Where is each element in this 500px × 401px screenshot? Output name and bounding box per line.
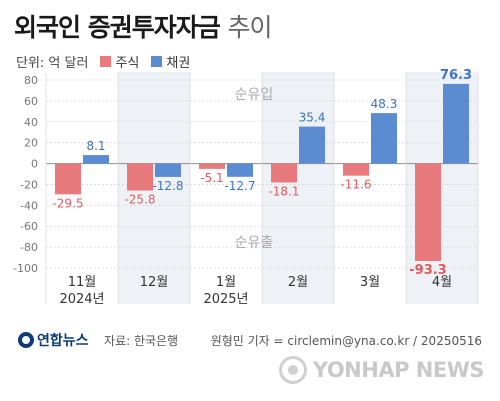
footer: 연합뉴스 자료: 한국은행 원형민 기자 = circlemin@yna.co.… bbox=[0, 320, 500, 360]
bar-stock bbox=[199, 163, 225, 169]
y-tick-label: -80 bbox=[20, 241, 38, 254]
data-label: -18.1 bbox=[268, 184, 299, 198]
x-tick-label: 12월 bbox=[140, 275, 169, 290]
bar-bond bbox=[443, 83, 469, 164]
y-tick-label: 40 bbox=[24, 116, 38, 129]
bar-bond bbox=[155, 163, 181, 177]
column-band bbox=[262, 72, 334, 304]
data-label: -12.7 bbox=[224, 179, 255, 193]
bar-bond bbox=[299, 126, 325, 164]
legend: 단위: 억 달러 주식 채권 bbox=[16, 52, 190, 71]
x-tick-label: 11월 bbox=[68, 275, 97, 290]
x-tick-label: 4월 bbox=[432, 275, 452, 290]
y-tick-label: -20 bbox=[20, 178, 38, 191]
y-tick-label: -60 bbox=[20, 220, 38, 233]
y-tick-label: 60 bbox=[24, 95, 38, 108]
bar-stock bbox=[343, 163, 369, 176]
legend-bond-swatch bbox=[151, 56, 163, 67]
watermark-icon bbox=[278, 356, 307, 384]
data-label: 8.1 bbox=[86, 139, 105, 153]
chart-title: 외국인 증권투자자금 추이 bbox=[14, 8, 272, 44]
x-tick-label: 2024년 bbox=[59, 292, 104, 307]
source-text: 자료: 한국은행 bbox=[104, 334, 179, 348]
yonhap-logo: 연합뉴스 bbox=[18, 330, 89, 350]
y-tick-label: -40 bbox=[20, 199, 38, 212]
annotation-inflow: 순유입 bbox=[235, 87, 274, 103]
x-tick-label: 1월 bbox=[216, 275, 236, 290]
data-label: -29.5 bbox=[52, 196, 83, 210]
chart-title-light: 추이 bbox=[227, 13, 272, 42]
y-tick-label: 0 bbox=[31, 158, 38, 171]
data-label: 35.4 bbox=[299, 111, 326, 125]
legend-bond: 채권 bbox=[151, 52, 190, 71]
x-tick-label: 2월 bbox=[288, 275, 308, 290]
legend-bond-label: 채권 bbox=[166, 56, 191, 71]
bar-stock bbox=[415, 163, 441, 262]
bar-stock bbox=[271, 163, 297, 183]
data-label: -11.6 bbox=[340, 178, 371, 192]
data-label: -12.8 bbox=[152, 179, 183, 193]
watermark-text: YONHAP NEWS bbox=[312, 358, 485, 382]
data-label: 48.3 bbox=[371, 97, 398, 111]
legend-stock-swatch bbox=[100, 56, 112, 67]
annotation-outflow: 순유출 bbox=[235, 235, 274, 251]
y-tick-label: 80 bbox=[24, 74, 38, 87]
data-label: -5.1 bbox=[200, 171, 223, 185]
unit-label: 단위: 억 달러 bbox=[16, 56, 89, 71]
bar-stock bbox=[127, 163, 153, 191]
data-label: -93.3 bbox=[409, 263, 446, 278]
legend-stock-label: 주식 bbox=[115, 56, 140, 71]
bar-bond bbox=[227, 163, 253, 177]
yonhap-logo-text: 연합뉴스 bbox=[37, 333, 89, 349]
watermark: YONHAP NEWS bbox=[278, 356, 485, 384]
bar-bond bbox=[371, 113, 397, 164]
yonhap-logo-icon bbox=[18, 332, 34, 348]
data-label: -25.8 bbox=[124, 193, 155, 207]
data-label: 76.3 bbox=[440, 68, 472, 83]
y-tick-label: -100 bbox=[13, 262, 38, 275]
chart-title-main: 외국인 증권투자자금 bbox=[14, 13, 221, 42]
y-tick-label: 20 bbox=[24, 137, 38, 150]
bar-stock bbox=[55, 163, 81, 195]
legend-stock: 주식 bbox=[100, 52, 139, 71]
x-tick-label: 3월 bbox=[360, 275, 380, 290]
credit-text: 원형민 기자 = circlemin@yna.co.kr / 20250516 bbox=[210, 334, 482, 348]
bar-bond bbox=[83, 155, 109, 164]
x-tick-label: 2025년 bbox=[203, 292, 248, 307]
